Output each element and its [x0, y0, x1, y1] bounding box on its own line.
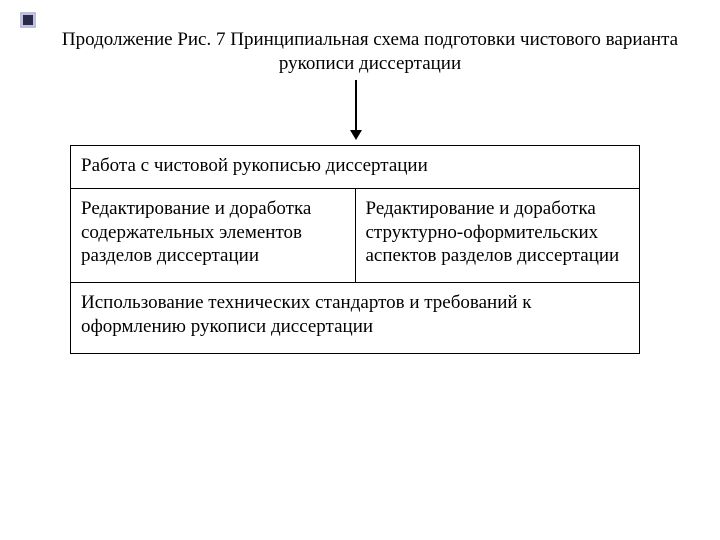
arrow-down: [355, 80, 357, 140]
slide-bullet: [20, 12, 36, 28]
table-cell-left: Редактирование и доработка содержательны…: [71, 188, 356, 282]
table-row: Использование технических стандартов и т…: [71, 283, 640, 354]
table-cell-footer: Использование технических стандартов и т…: [71, 283, 640, 354]
table-cell-header: Работа с чистовой рукописью диссертации: [71, 146, 640, 189]
table-row: Редактирование и доработка содержательны…: [71, 188, 640, 282]
arrow-head-icon: [350, 130, 362, 140]
diagram-title: Продолжение Рис. 7 Принципиальная схема …: [40, 28, 700, 76]
diagram-table: Работа с чистовой рукописью диссертации …: [70, 145, 640, 354]
table-row: Работа с чистовой рукописью диссертации: [71, 146, 640, 189]
arrow-line: [355, 80, 357, 130]
table-cell-right: Редактирование и доработка структурно-оф…: [355, 188, 640, 282]
